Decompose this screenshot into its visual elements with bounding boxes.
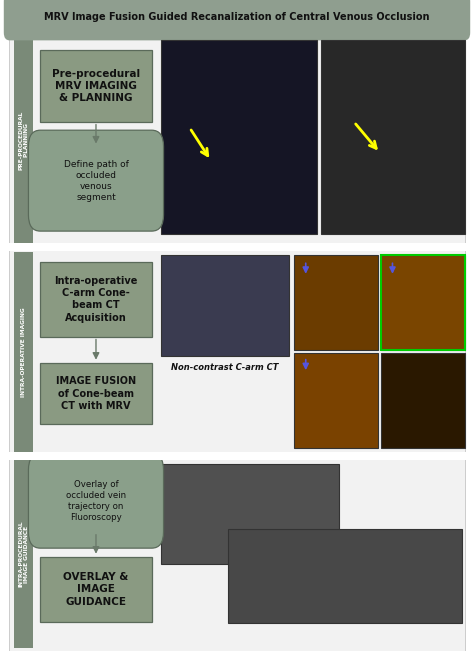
Text: INTRA-PROCEDURAL
IMAGE GUIDANCE: INTRA-PROCEDURAL IMAGE GUIDANCE [18, 521, 29, 587]
Text: IMAGE FUSION
of Cone-beam
CT with MRV: IMAGE FUSION of Cone-beam CT with MRV [56, 376, 136, 411]
Text: Overlay of
occluded vein
trajectory on
Fluoroscopy: Overlay of occluded vein trajectory on F… [66, 480, 126, 522]
FancyBboxPatch shape [40, 363, 152, 424]
Bar [9, 457, 465, 651]
Bar [294, 255, 378, 350]
Text: PRE-PROCEDURAL
 PLANNING: PRE-PROCEDURAL PLANNING [18, 111, 29, 171]
FancyBboxPatch shape [28, 454, 164, 548]
Bar [0, 243, 474, 251]
Text: INTRA-OPERATIVE IMAGING: INTRA-OPERATIVE IMAGING [21, 307, 26, 397]
Bar [0, 452, 474, 460]
Text: OVERLAY &
IMAGE
GUIDANCE: OVERLAY & IMAGE GUIDANCE [64, 572, 128, 607]
Text: Non-contrast C-arm CT: Non-contrast C-arm CT [172, 363, 279, 372]
Bar [9, 34, 465, 247]
Bar [294, 353, 378, 448]
Bar [14, 460, 33, 648]
Bar [228, 529, 462, 623]
Bar [161, 40, 317, 234]
FancyBboxPatch shape [40, 50, 152, 122]
Text: Pre-procedural
MRV IMAGING
& PLANNING: Pre-procedural MRV IMAGING & PLANNING [52, 68, 140, 104]
Bar [9, 249, 465, 456]
FancyBboxPatch shape [4, 0, 470, 40]
FancyBboxPatch shape [28, 130, 164, 231]
Text: MRV Image Fusion Guided Recanalization of Central Venous Occlusion: MRV Image Fusion Guided Recanalization o… [44, 12, 430, 22]
Bar [14, 37, 33, 244]
Bar [161, 255, 289, 356]
Bar [14, 252, 33, 452]
Bar [381, 353, 465, 448]
FancyBboxPatch shape [40, 262, 152, 337]
Text: Intra-operative
C-arm Cone-
beam CT
Acquisition: Intra-operative C-arm Cone- beam CT Acqu… [55, 275, 137, 323]
Bar [321, 40, 465, 234]
Text: Define path of
occluded
venous
segment: Define path of occluded venous segment [64, 159, 128, 202]
Bar [381, 255, 465, 350]
Bar [381, 255, 465, 350]
FancyBboxPatch shape [40, 557, 152, 622]
Bar [161, 464, 339, 564]
